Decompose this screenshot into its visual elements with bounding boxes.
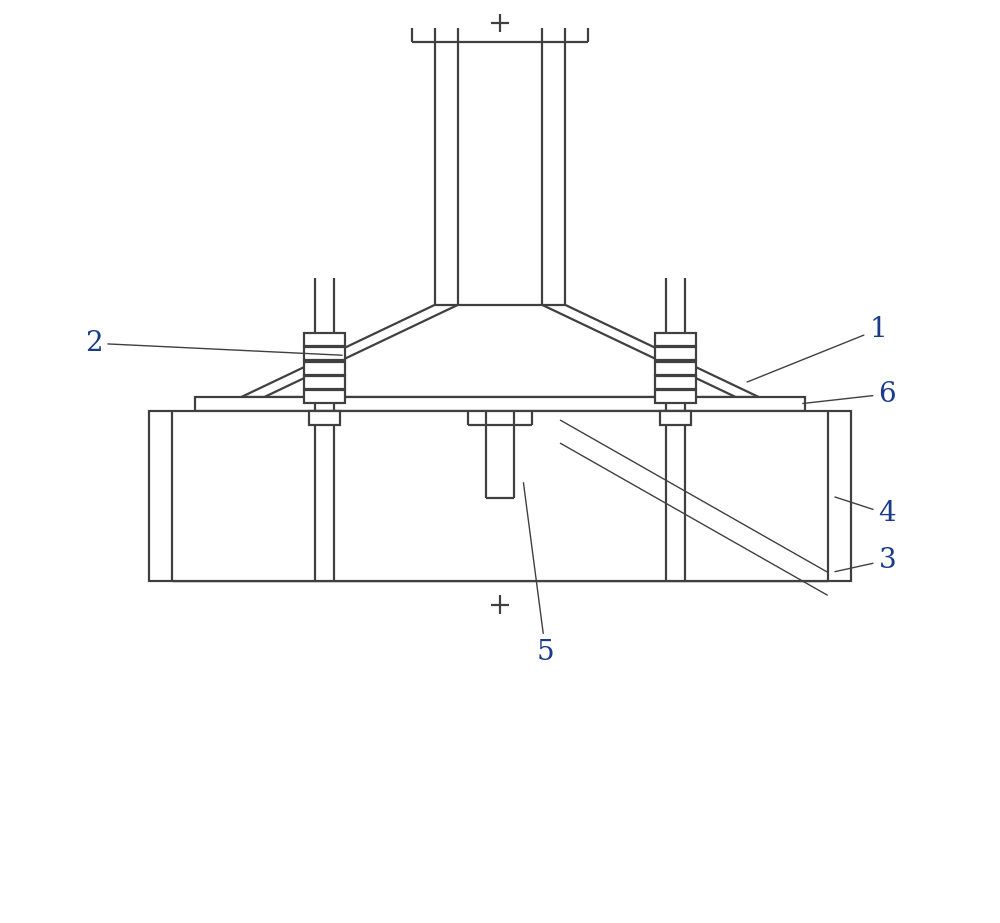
Text: 2: 2 bbox=[85, 330, 342, 357]
Bar bbox=[195, 397, 805, 411]
Bar bbox=[655, 376, 696, 389]
Text: 4: 4 bbox=[835, 497, 896, 528]
Bar bbox=[149, 411, 851, 581]
Bar bbox=[655, 347, 696, 360]
Bar bbox=[309, 411, 340, 425]
Text: 6: 6 bbox=[803, 380, 896, 408]
Bar bbox=[655, 333, 696, 346]
Bar bbox=[304, 362, 345, 375]
Text: 3: 3 bbox=[835, 546, 896, 574]
Bar bbox=[304, 390, 345, 403]
Bar bbox=[660, 411, 691, 425]
Bar bbox=[304, 376, 345, 389]
Bar bbox=[304, 347, 345, 360]
Text: 1: 1 bbox=[747, 316, 887, 382]
Text: 5: 5 bbox=[523, 483, 555, 666]
Bar bbox=[304, 333, 345, 346]
Bar bbox=[655, 390, 696, 403]
Bar bbox=[655, 362, 696, 375]
